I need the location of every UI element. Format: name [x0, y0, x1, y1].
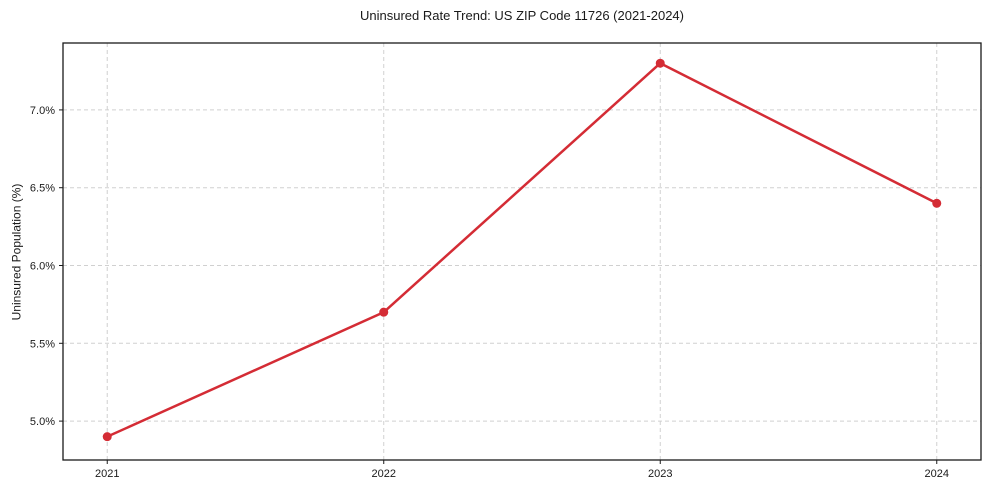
y-tick-label: 6.5% [30, 183, 55, 195]
data-point-marker [932, 198, 942, 208]
x-tick-label: 2022 [372, 468, 396, 480]
y-axis-label: Uninsured Population (%) [9, 183, 24, 321]
chart-title: Uninsured Rate Trend: US ZIP Code 11726 … [360, 8, 684, 23]
x-tick-label: 2021 [95, 468, 119, 480]
data-point-marker [655, 58, 665, 68]
y-tick-label: 5.0% [30, 416, 55, 428]
x-tick-label: 2024 [925, 468, 949, 480]
x-tick-label: 2023 [648, 468, 672, 480]
y-tick-label: 6.0% [30, 261, 55, 273]
axes-spines [62, 42, 982, 461]
data-point-marker [102, 432, 112, 442]
y-tick-label: 5.5% [30, 338, 55, 350]
y-tick-label: 7.0% [30, 105, 55, 117]
data-point-marker [379, 307, 389, 317]
trend-line [105, 61, 939, 438]
